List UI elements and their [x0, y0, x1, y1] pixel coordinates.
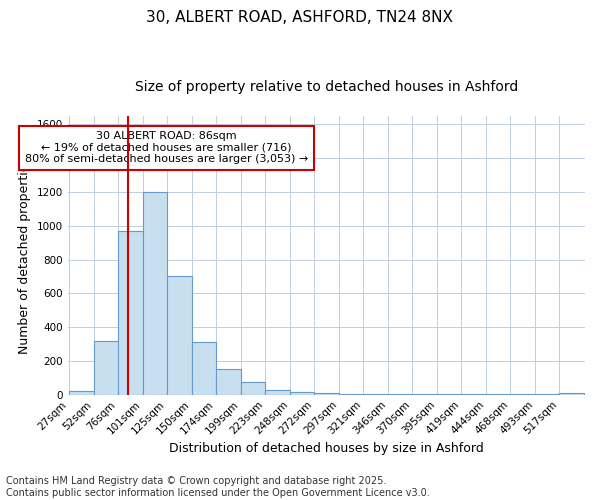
Bar [314, 393, 339, 394]
Bar [167, 276, 191, 394]
Bar [94, 340, 118, 394]
X-axis label: Distribution of detached houses by size in Ashford: Distribution of detached houses by size … [169, 442, 484, 455]
Y-axis label: Number of detached properties: Number of detached properties [18, 157, 31, 354]
Bar [559, 393, 584, 394]
Bar [143, 192, 167, 394]
Bar [290, 392, 314, 394]
Text: 30 ALBERT ROAD: 86sqm
← 19% of detached houses are smaller (716)
80% of semi-det: 30 ALBERT ROAD: 86sqm ← 19% of detached … [25, 131, 308, 164]
Bar [241, 382, 265, 394]
Bar [118, 231, 143, 394]
Bar [191, 342, 216, 394]
Bar [68, 390, 94, 394]
Text: 30, ALBERT ROAD, ASHFORD, TN24 8NX: 30, ALBERT ROAD, ASHFORD, TN24 8NX [146, 10, 454, 25]
Title: Size of property relative to detached houses in Ashford: Size of property relative to detached ho… [134, 80, 518, 94]
Bar [216, 368, 241, 394]
Bar [265, 390, 290, 394]
Text: Contains HM Land Registry data © Crown copyright and database right 2025.
Contai: Contains HM Land Registry data © Crown c… [6, 476, 430, 498]
